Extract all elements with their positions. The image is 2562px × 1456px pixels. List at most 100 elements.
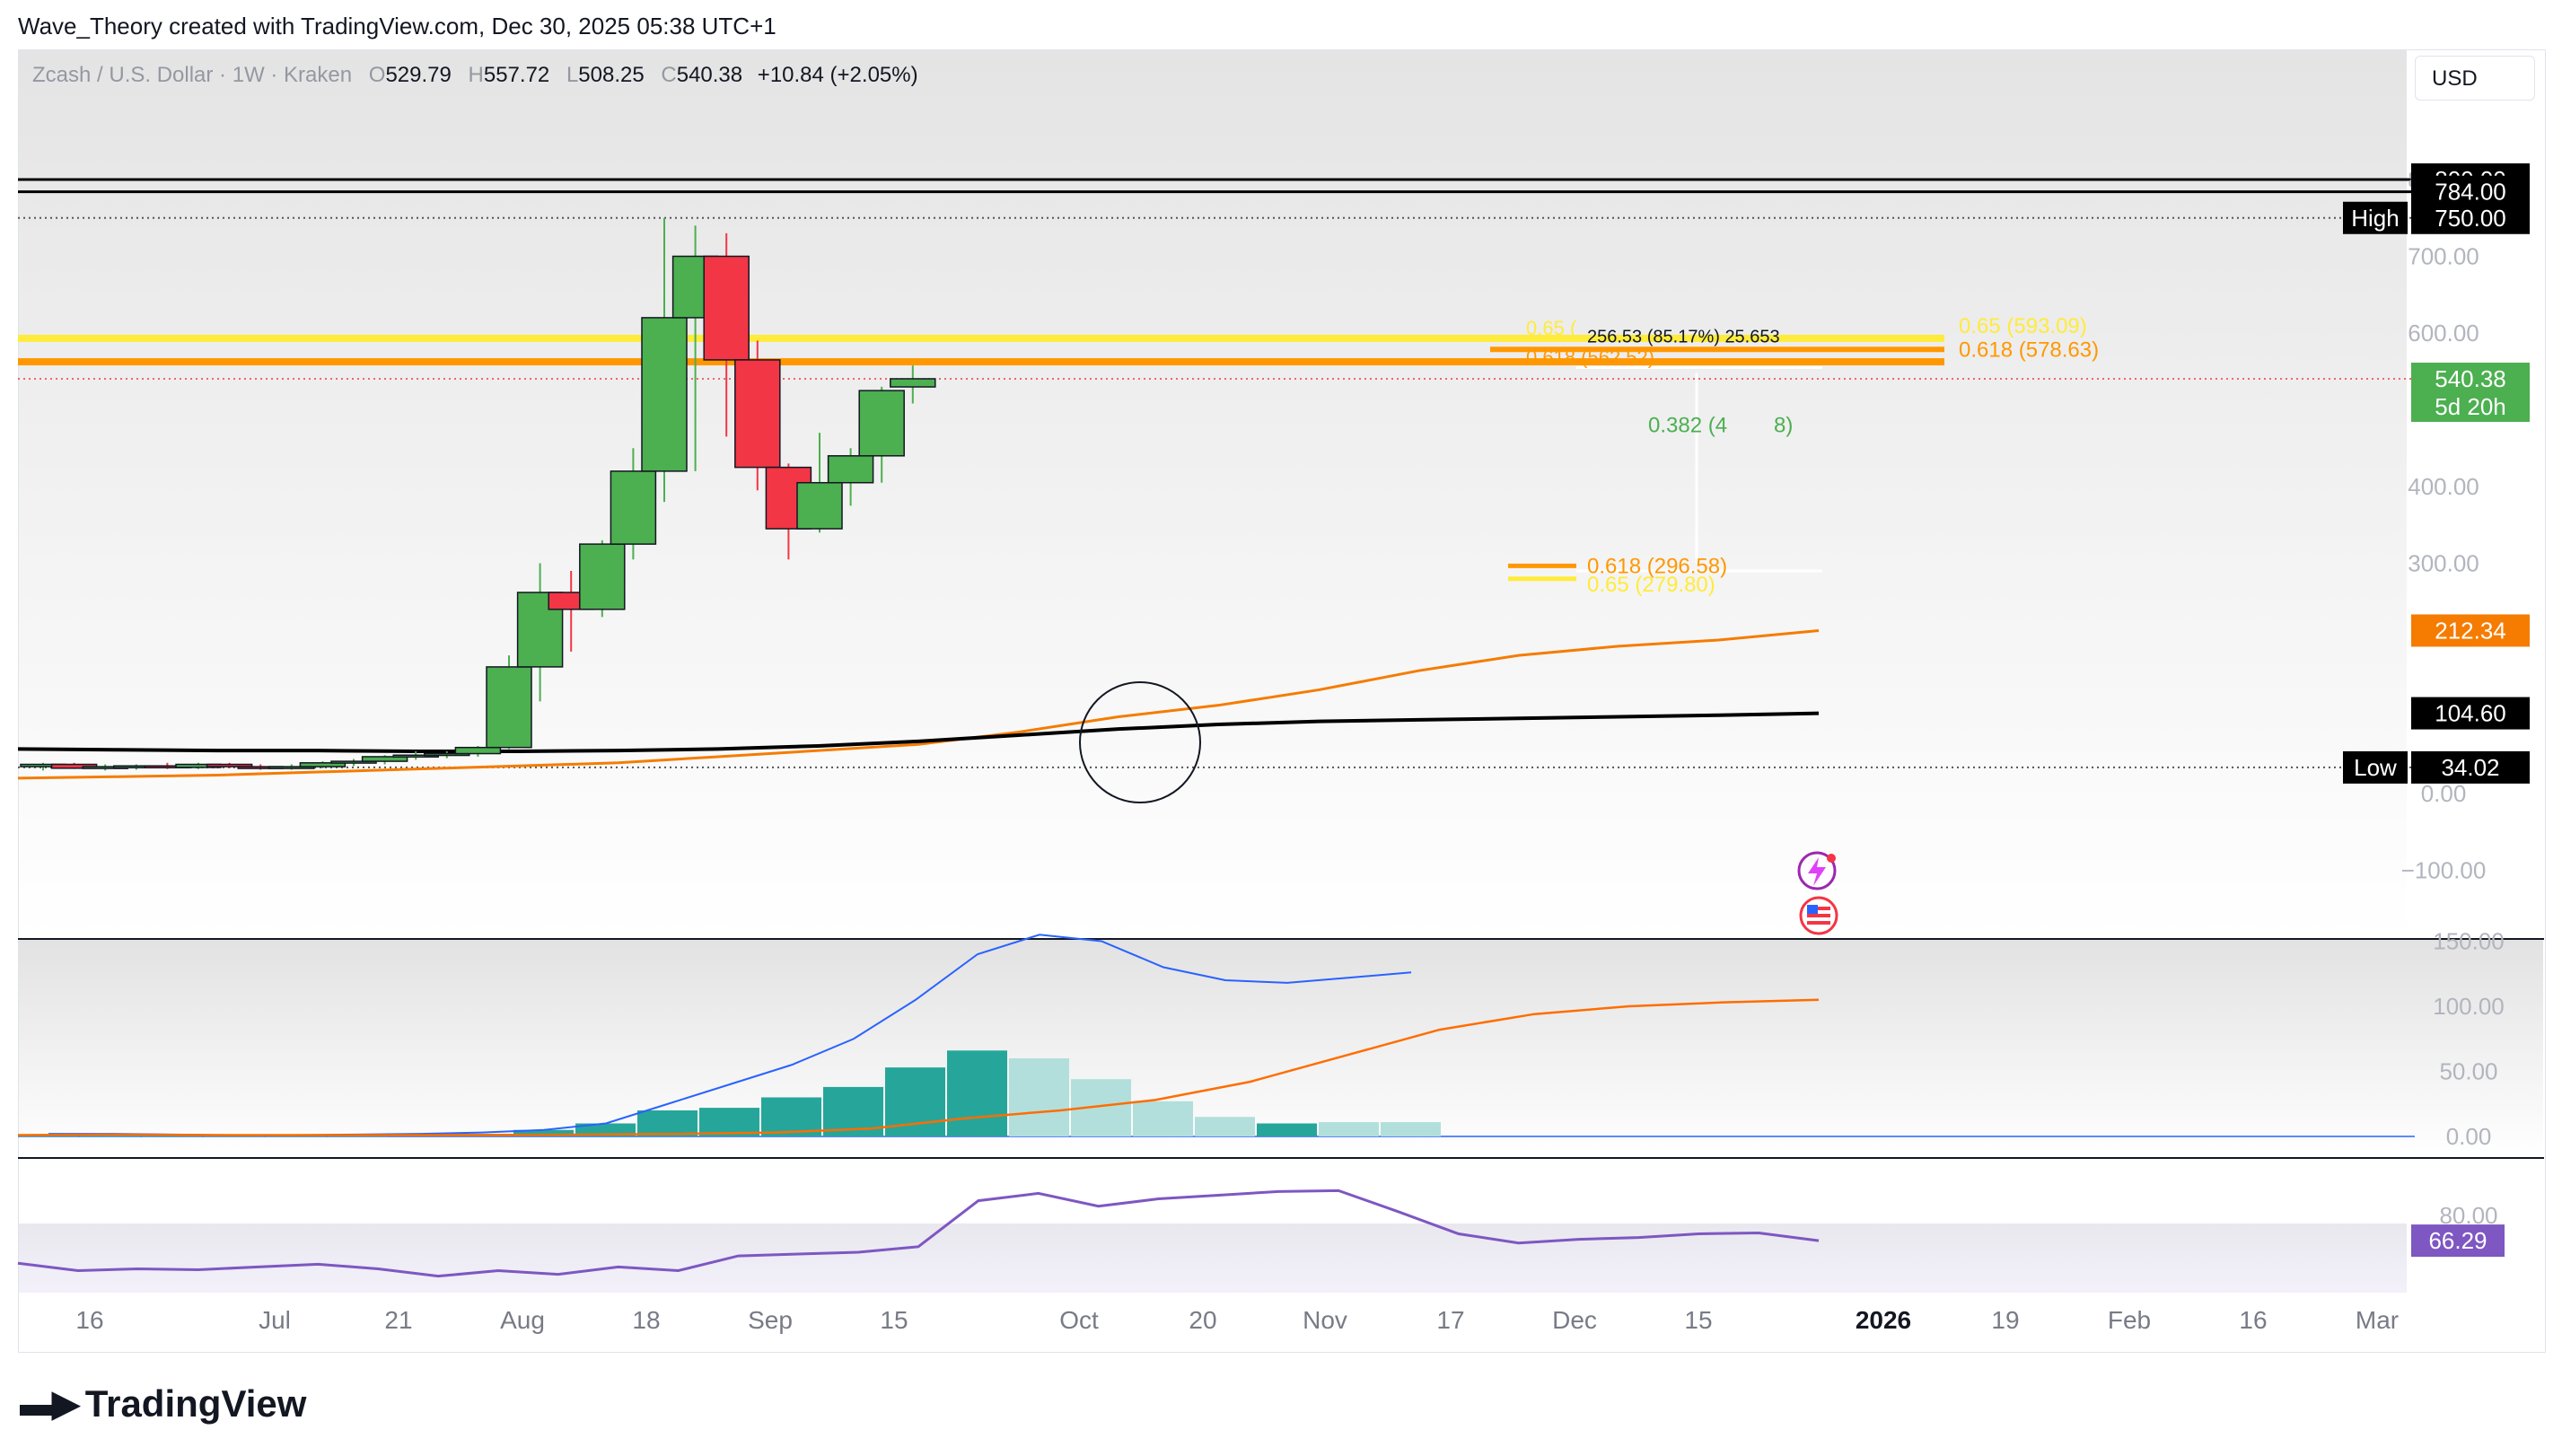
price-label-text: 34.02 [2441,754,2499,781]
macd-bar [1009,1058,1069,1136]
fib-label: 0.65 ( [1526,317,1577,339]
candle-body [796,481,843,530]
attribution: Wave_Theory created with TradingView.com… [18,13,776,39]
ema-black [17,711,1820,753]
price-tick: −100.00 [2401,857,2487,884]
x-tick: 15 [1684,1306,1712,1334]
fib-line-yellow [18,334,1944,342]
price-label-bg [2411,614,2530,647]
price-tick: 600.00 [2408,320,2479,346]
candle-body [703,255,750,361]
signal-line [17,998,1820,1136]
macd-bar [513,1129,574,1136]
price-tag-bg [2343,201,2408,234]
fib-label: 8) [1774,414,1793,438]
price-label-text: 784.00 [2435,179,2506,206]
macd-bar [1195,1117,1255,1136]
price-label-bg [2411,201,2530,234]
macd-bar [637,1110,698,1136]
price-label-text: 104.60 [2435,700,2506,727]
rsi-tick: 80.00 [2439,1202,2497,1229]
fib-label: 0.65 (593.09) [1959,314,2087,338]
candle [579,539,626,618]
x-tick: Aug [500,1306,545,1334]
macd-bar [947,1050,1007,1136]
open-value: 529.79 [385,63,452,87]
macd-bar [1319,1122,1379,1136]
price-label-bg [2411,697,2530,730]
close-value: 540.38 [676,63,743,87]
x-tick: Oct [1059,1306,1099,1334]
tradingview-logo[interactable]: ▬▶ TradingView [20,1382,306,1425]
price-tag-bg [2343,750,2408,784]
x-tick: Feb [2108,1306,2151,1334]
macd-tick: 50.00 [2439,1058,2497,1085]
macd-bar [1381,1122,1441,1136]
chart-frame[interactable] [18,49,2546,1353]
macd-tick: 150.00 [2433,928,2505,955]
price-label-text: 750.00 [2435,205,2506,232]
candle [641,217,688,503]
candle [299,761,347,768]
candle-body [827,455,874,484]
candle [827,448,874,506]
symbol-name: Zcash / U.S. Dollar · 1W · Kraken [32,63,353,87]
candle-body [890,378,936,388]
candle [796,433,843,533]
price-label: 212.34 [2411,614,2530,647]
change-value: +10.84 (+2.05%) [757,63,918,87]
price-tick: 300.00 [2408,550,2479,577]
macd-tick: 100.00 [2433,993,2505,1020]
candle-body [361,756,408,762]
candle [268,764,315,770]
macd-bar [1257,1123,1317,1136]
x-tick: Dec [1552,1306,1597,1334]
candle-body [641,317,688,472]
price-label-bg [2411,362,2530,422]
rsi-line [17,1188,1820,1278]
price-label-text: 212.34 [2435,617,2506,644]
candle-body [206,763,253,767]
candle-body [734,359,781,469]
candle [703,232,750,437]
candle-body [424,752,470,757]
price-label-bg [2411,750,2530,784]
fib-line-orange [18,358,1944,366]
measure-label: 256.53 (85.17%) 25.653 [1587,328,1780,347]
price-tick: 0.00 [2421,780,2467,807]
flash-icon[interactable] [1797,851,1837,890]
ema-orange [17,628,1820,780]
candle-body [610,470,657,545]
price-tick: 400.00 [2408,473,2479,500]
candle-body [486,666,532,749]
x-tick: Sep [748,1306,793,1334]
x-tick: 16 [2239,1306,2267,1334]
flag-icon[interactable] [1799,896,1838,935]
fib-label: 0.618 (296.58) [1587,554,1727,578]
price-label: 104.60 [2411,697,2530,730]
x-tick: 15 [880,1306,908,1334]
symbol-legend[interactable]: Zcash / U.S. Dollar · 1W · Kraken O529.7… [32,63,918,87]
price-tick: 700.00 [2408,243,2479,270]
x-tick: 20 [1189,1306,1216,1334]
rsi-current-label: 66.29 [2411,1224,2505,1258]
macd-tick: 0.00 [2446,1123,2492,1150]
logo-icon: ▬▶ [20,1384,80,1424]
candle [890,365,936,404]
candle-body [299,762,347,767]
price-tag-text: High [2351,205,2399,232]
candle [486,655,532,750]
macd-bar [699,1108,759,1136]
x-tick: Mar [2356,1306,2399,1334]
candle [454,745,502,757]
low-value: 508.25 [578,63,645,87]
x-tick: Jul [259,1306,291,1334]
x-tick: 2026 [1856,1306,1911,1334]
currency-button[interactable]: USD [2415,56,2535,101]
x-tick: 18 [632,1306,660,1334]
price-label: 34.02 Low [2343,750,2530,784]
price-label: 750.00 High [2343,201,2530,234]
x-tick: Nov [1303,1306,1347,1334]
